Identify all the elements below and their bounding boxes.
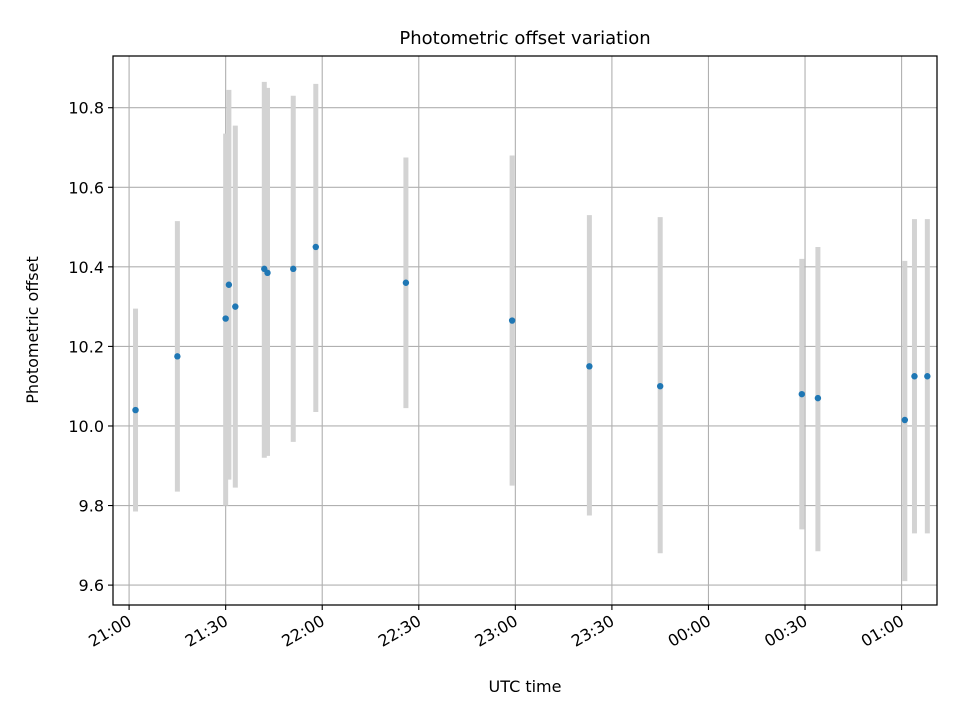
data-point [402,279,410,286]
y-tick-label: 10.2 [68,337,104,356]
plot-frame [112,55,938,606]
data-point [911,373,918,380]
data-point [814,394,822,402]
y-tick-label: 10.6 [68,178,104,197]
y-tick-label: 10.4 [68,258,104,277]
x-axis-label: UTC time [489,677,562,696]
data-point [798,390,806,398]
data-point [312,243,319,251]
data-point [225,281,233,288]
data-point [586,363,593,370]
data-point [290,265,297,273]
data-points [132,243,931,424]
y-tick-label: 10.0 [68,417,104,436]
y-tick-label: 9.8 [79,497,104,516]
y-tick-label: 10.8 [68,99,104,118]
y-tick-label: 9.6 [79,576,104,595]
data-point [232,303,239,310]
data-point [222,315,229,322]
data-point [508,317,516,324]
chart-title: Photometric offset variation [399,28,650,49]
data-point [656,382,664,390]
data-point [132,406,139,414]
data-point [901,416,909,424]
data-point [264,269,271,277]
data-point [174,353,181,360]
data-point [924,373,931,380]
y-axis-label: Photometric offset [23,256,42,404]
